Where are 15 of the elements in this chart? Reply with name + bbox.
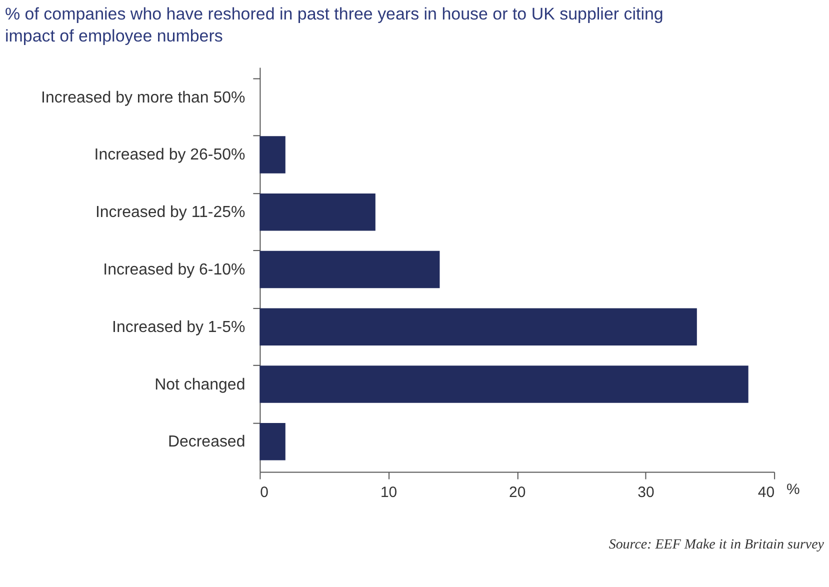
y-tick-label: Decreased — [168, 434, 246, 451]
x-tick-label: 0 — [260, 484, 269, 502]
x-tick-label: 10 — [380, 484, 398, 502]
x-tick-label: 40 — [758, 484, 775, 502]
y-tick-label: Not changed — [154, 376, 246, 394]
y-tick-label: Increased by 6-10% — [103, 262, 246, 279]
x-axis-title: % — [786, 481, 800, 498]
y-tick-label: Increased by 1-5% — [112, 318, 246, 336]
x-tick-label: 20 — [509, 484, 526, 502]
y-tick-label: Increased by 11-25% — [95, 204, 246, 222]
x-tick-label: 30 — [638, 484, 654, 502]
y-tick-label: Increased by more than 50% — [41, 89, 246, 106]
y-tick-label: Increased by 26-50% — [94, 146, 246, 164]
chart-title: % of companies who have reshored in past three years in house or to UK supplier citing impact of employee numbers — [4, 4, 664, 46]
source-note: Source: EEF Make it in Britain survey — [608, 538, 825, 553]
